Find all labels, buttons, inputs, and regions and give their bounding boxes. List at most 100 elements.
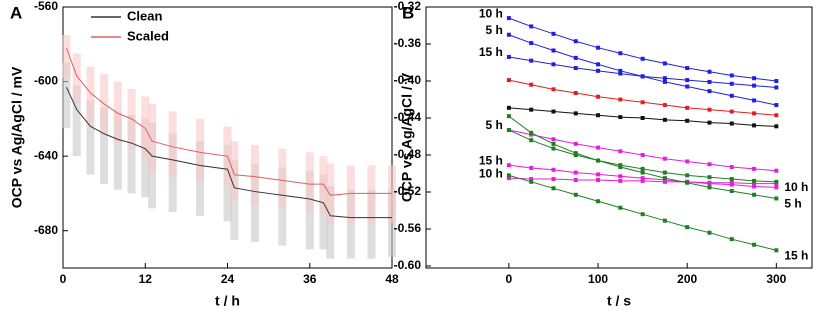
series-label: 10 h	[784, 180, 808, 194]
marker	[573, 192, 578, 197]
marker	[752, 123, 757, 128]
marker	[573, 91, 578, 96]
marker	[506, 54, 511, 59]
marker	[551, 167, 556, 172]
marker	[596, 68, 601, 73]
marker	[529, 179, 534, 184]
marker	[707, 162, 712, 167]
marker	[640, 116, 645, 120]
panel-label: A	[10, 3, 22, 22]
marker	[618, 51, 623, 56]
y-tick-label: -560	[34, 0, 58, 13]
marker	[707, 175, 712, 180]
plot-frame	[425, 6, 813, 269]
x-tick-label: 12	[139, 272, 153, 286]
marker	[596, 145, 601, 150]
marker	[551, 109, 556, 114]
marker	[640, 176, 645, 181]
marker	[752, 166, 757, 171]
marker	[529, 138, 534, 143]
marker	[729, 73, 734, 78]
marker	[551, 146, 556, 151]
marker	[662, 218, 667, 223]
marker	[573, 170, 578, 175]
series-line	[508, 129, 777, 172]
series-label: 5 h	[486, 23, 503, 37]
marker	[752, 242, 757, 247]
marker	[596, 172, 601, 177]
y-tick-label: -0.32	[394, 0, 422, 13]
marker	[596, 94, 601, 99]
series-label: 15 h	[479, 153, 503, 167]
marker	[640, 170, 645, 175]
marker	[662, 76, 667, 81]
marker	[551, 141, 556, 146]
x-tick-label: 0	[60, 272, 67, 286]
marker	[774, 168, 779, 173]
marker	[752, 184, 757, 189]
y-tick-label: -0.60	[394, 258, 422, 272]
marker	[506, 163, 511, 168]
marker	[551, 87, 556, 92]
marker	[506, 114, 511, 119]
series-line	[508, 17, 777, 82]
marker	[506, 78, 511, 83]
marker	[662, 179, 667, 184]
y-tick-label: -640	[34, 148, 58, 162]
marker	[685, 66, 690, 71]
marker	[707, 107, 712, 112]
marker	[529, 177, 534, 182]
marker	[707, 79, 712, 84]
marker	[729, 189, 734, 194]
y-tick-label: -0.52	[394, 184, 422, 198]
marker	[551, 177, 556, 182]
marker	[573, 39, 578, 44]
marker	[596, 177, 601, 182]
marker	[729, 93, 734, 98]
series-line	[508, 115, 777, 199]
panel-label: B	[402, 3, 414, 22]
marker	[707, 230, 712, 235]
marker	[640, 74, 645, 79]
marker	[618, 178, 623, 183]
marker	[529, 58, 534, 63]
marker	[685, 118, 690, 123]
marker	[551, 48, 556, 53]
marker	[729, 177, 734, 182]
marker	[752, 181, 757, 186]
y-tick-label: -680	[34, 223, 58, 237]
marker	[685, 173, 690, 178]
marker	[618, 68, 623, 73]
marker	[506, 105, 511, 110]
legend-label: Scaled	[127, 28, 169, 43]
marker	[529, 107, 534, 112]
series-label: 15 h	[784, 248, 808, 262]
marker	[618, 149, 623, 154]
x-axis-title: t / s	[607, 293, 631, 309]
marker	[729, 237, 734, 242]
marker	[774, 113, 779, 118]
marker	[685, 84, 690, 89]
marker	[685, 159, 690, 164]
marker	[529, 41, 534, 46]
x-tick-label: 300	[766, 272, 786, 286]
marker	[662, 103, 667, 108]
y-tick-label: -0.56	[394, 221, 422, 235]
y-tick-label: -0.40	[394, 73, 422, 87]
marker	[640, 100, 645, 105]
series-line	[508, 79, 777, 116]
marker	[573, 141, 578, 146]
marker	[640, 56, 645, 61]
series-line	[65, 47, 392, 196]
marker	[573, 55, 578, 60]
marker	[573, 177, 578, 182]
marker	[752, 111, 757, 116]
marker	[618, 115, 623, 120]
marker	[662, 61, 667, 66]
plot: -560 -600 -640 -680 0 12 24 36 48 t / h OCP vs Ag/…	[9, 0, 399, 309]
series-label: 10 h	[479, 6, 503, 20]
marker	[752, 178, 757, 183]
y-tick-label: -0.48	[394, 147, 422, 161]
marker	[506, 16, 511, 21]
